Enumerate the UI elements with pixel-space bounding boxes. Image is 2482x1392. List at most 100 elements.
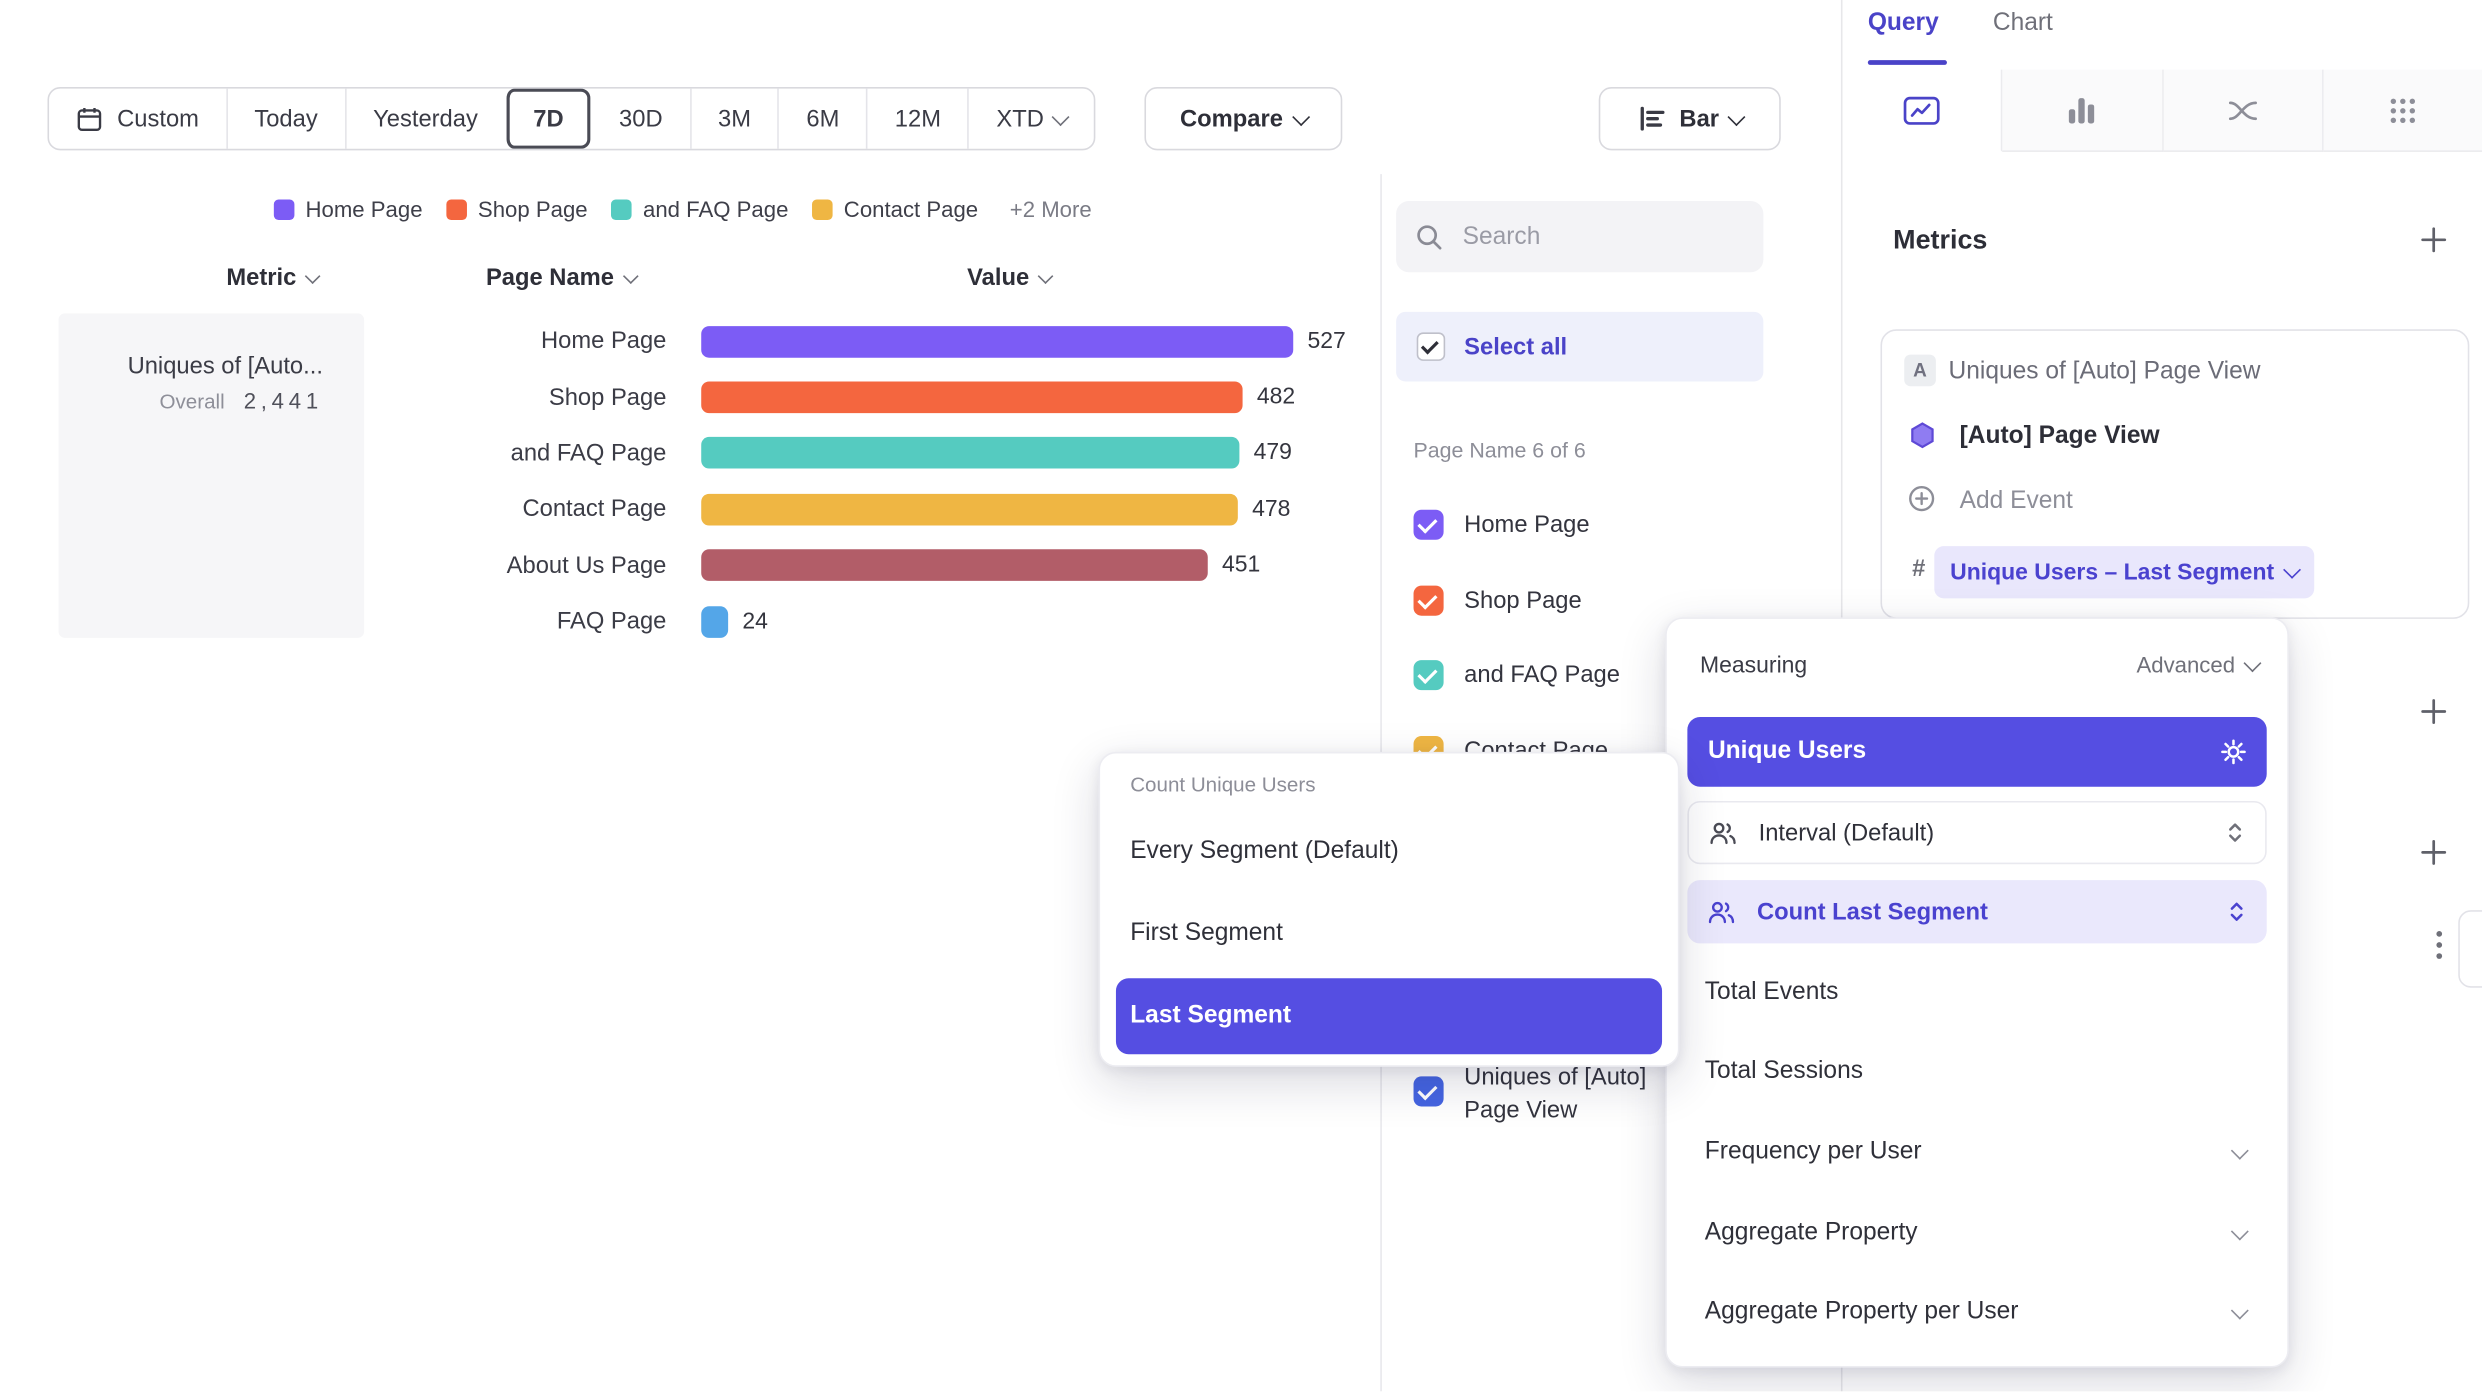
add-filter-button[interactable]: [2416, 693, 2451, 728]
menu-option-label: Every Segment (Default): [1130, 837, 1399, 865]
menu-option[interactable]: Frequency per User: [1667, 1113, 2287, 1192]
add-event-label[interactable]: Add Event: [1959, 487, 2073, 515]
filter-item-label: and FAQ Page: [1464, 662, 1620, 689]
filter-item[interactable]: and FAQ Page: [1413, 638, 1764, 713]
stepper-icon[interactable]: [2226, 899, 2248, 924]
date-preset-3m[interactable]: 3M: [689, 88, 778, 149]
report-type-funnels[interactable]: [2002, 69, 2164, 152]
bar[interactable]: [701, 605, 729, 638]
filter-item-label: Uniques of [Auto] Page View: [1464, 1063, 1647, 1124]
date-preset-12m[interactable]: 12M: [866, 88, 968, 149]
report-type-flows[interactable]: [2163, 69, 2324, 152]
add-breakdown-button[interactable]: [2416, 834, 2451, 869]
legend-label: Contact Page: [843, 196, 979, 222]
bar-value: 24: [742, 608, 768, 635]
bar[interactable]: [701, 437, 1240, 470]
checkbox-checked-icon[interactable]: [1413, 660, 1444, 691]
search-input[interactable]: [1459, 220, 1735, 253]
search-icon: [1415, 222, 1443, 250]
chart-type-dropdown[interactable]: Bar: [1598, 87, 1781, 151]
chart-row: Home Page 527: [364, 313, 1409, 369]
checkbox-checked-icon[interactable]: [1413, 585, 1444, 616]
overall-label: Overall: [159, 389, 225, 414]
custom-date-button[interactable]: Custom: [49, 89, 226, 149]
menu-option[interactable]: Aggregate Property: [1667, 1194, 2287, 1273]
checkbox-checked-icon[interactable]: [1413, 1076, 1444, 1107]
bar-value: 482: [1256, 384, 1296, 411]
bar[interactable]: [701, 325, 1294, 358]
insights-chart-icon: [1903, 94, 1941, 126]
add-metric-button[interactable]: [2416, 222, 2451, 257]
legend-more[interactable]: +2 More: [1009, 196, 1092, 222]
date-preset-label: 30D: [619, 105, 663, 133]
bar-value: 479: [1253, 440, 1292, 467]
legend-item[interactable]: Contact Page: [812, 196, 979, 222]
side-card: [2458, 910, 2482, 988]
chevron-down-icon: [1291, 107, 1310, 126]
date-preset-6m[interactable]: 6M: [777, 88, 866, 149]
measurement-pill[interactable]: Unique Users – Last Segment: [1934, 546, 2314, 599]
legend-item[interactable]: Shop Page: [446, 196, 588, 222]
option-unique-users[interactable]: Unique Users: [1687, 717, 2267, 787]
report-type-more[interactable]: [2323, 69, 2482, 152]
metric-card[interactable]: A Uniques of [Auto] Page View [Auto] Pag…: [1880, 329, 2470, 619]
filter-item[interactable]: Home Page: [1413, 488, 1764, 563]
bar-value: 527: [1307, 328, 1346, 355]
date-preset-xtd[interactable]: XTD: [967, 88, 1095, 149]
date-preset-label: XTD: [996, 105, 1044, 133]
date-preset-label: 6M: [806, 105, 840, 133]
gear-icon[interactable]: [2219, 738, 2247, 766]
menu-option-label: Aggregate Property: [1704, 1218, 1918, 1246]
hash-symbol: #: [1912, 555, 1926, 583]
bar[interactable]: [701, 493, 1238, 526]
date-preset-today[interactable]: Today: [225, 88, 345, 149]
bar-value: 451: [1221, 552, 1261, 579]
filter-metric-item[interactable]: Uniques of [Auto] Page View: [1413, 1061, 1764, 1127]
stepper-icon[interactable]: [2224, 820, 2246, 845]
report-type-insights[interactable]: [1842, 69, 2003, 152]
select-all-row[interactable]: Select all: [1396, 311, 1764, 382]
option-interval-default[interactable]: Interval (Default): [1687, 800, 2267, 865]
legend-item[interactable]: and FAQ Page: [611, 196, 788, 222]
event-hexagon-icon: [1907, 421, 1937, 459]
kebab-menu-icon[interactable]: [2427, 928, 2452, 971]
menu-option[interactable]: First Segment: [1116, 896, 1662, 972]
menu-option[interactable]: Every Segment (Default): [1116, 814, 1662, 890]
date-preset-7d[interactable]: 7D: [505, 89, 591, 149]
bar[interactable]: [701, 549, 1208, 582]
option-count-last-segment[interactable]: Count Last Segment: [1687, 880, 2267, 944]
menu-option[interactable]: Total Sessions: [1667, 1032, 2287, 1111]
checkbox-checked-icon[interactable]: [1413, 510, 1444, 541]
legend-color-swatch: [611, 198, 632, 220]
custom-date-label: Custom: [117, 105, 199, 133]
menu-option-label: Frequency per User: [1704, 1138, 1922, 1166]
date-preset-yesterday[interactable]: Yesterday: [344, 88, 505, 149]
date-preset-30d[interactable]: 30D: [591, 89, 690, 149]
legend-color-swatch: [273, 198, 295, 220]
header-value[interactable]: Value: [967, 264, 1054, 291]
metric-badge: A: [1904, 354, 1936, 387]
active-tab-underline: [1867, 60, 1947, 65]
bar[interactable]: [701, 381, 1243, 414]
tab-query[interactable]: Query: [1868, 9, 1939, 37]
legend-item[interactable]: Home Page: [273, 196, 423, 222]
menu-option[interactable]: Total Events: [1667, 953, 2287, 1032]
menu-option[interactable]: Last Segment: [1115, 978, 1663, 1055]
dots-grid-icon: [2387, 94, 2419, 126]
chart-row: and FAQ Page 479: [364, 425, 1409, 481]
checkbox-checked-icon[interactable]: [1416, 332, 1446, 361]
tab-chart[interactable]: Chart: [1993, 9, 2053, 37]
segment-menu-title: Count Unique Users: [1130, 772, 1316, 797]
header-metric[interactable]: Metric: [226, 264, 321, 291]
event-name[interactable]: [Auto] Page View: [1959, 422, 2160, 450]
chevron-down-icon: [1052, 107, 1071, 126]
compare-button[interactable]: Compare: [1144, 87, 1343, 151]
metric-cell[interactable]: Uniques of [Auto... Overall 2,441: [58, 313, 365, 638]
filter-item[interactable]: Shop Page: [1413, 563, 1764, 638]
menu-option[interactable]: Aggregate Property per User: [1667, 1273, 2287, 1352]
advanced-toggle[interactable]: Advanced: [2136, 652, 2262, 677]
tab-query-label: Query: [1867, 9, 1939, 37]
header-page-name[interactable]: Page Name: [486, 264, 639, 291]
menu-option-label: Total Sessions: [1704, 1057, 1863, 1085]
